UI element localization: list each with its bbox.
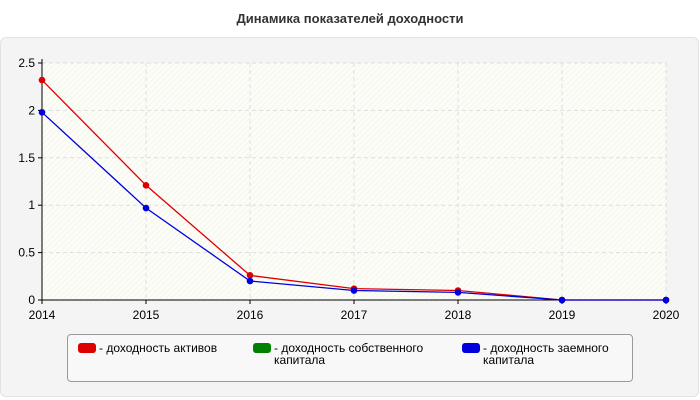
x-tick-label: 2019: [549, 308, 576, 322]
y-tick-label: 1.5: [18, 151, 35, 165]
data-point-2: [350, 287, 358, 294]
y-tick-label: 0.5: [18, 246, 35, 260]
data-point-2: [662, 296, 670, 304]
legend: - доходность активов - доходность собств…: [67, 334, 633, 382]
x-tick-label: 2017: [341, 308, 368, 322]
legend-swatch-blue: [462, 343, 480, 353]
data-point-2: [246, 277, 254, 285]
chart-title: Динамика показателей доходности: [236, 11, 464, 26]
data-point-2: [454, 289, 462, 296]
data-point-2: [38, 108, 46, 116]
data-point-2: [142, 204, 150, 212]
data-point-0: [38, 76, 46, 84]
y-tick-label: 1: [28, 198, 35, 212]
legend-label: - доходность собственного капитала: [274, 341, 424, 367]
x-tick-label: 2018: [445, 308, 472, 322]
x-tick-label: 2016: [237, 308, 264, 322]
y-tick-label: 2: [28, 103, 35, 117]
data-point-0: [142, 181, 150, 189]
legend-swatch-green: [253, 343, 271, 353]
y-tick-label: 0: [28, 293, 35, 307]
x-tick-label: 2014: [29, 308, 56, 322]
legend-swatch-red: [78, 343, 96, 353]
x-tick-label: 2020: [653, 308, 680, 322]
data-point-0: [246, 272, 254, 279]
y-tick-label: 2.5: [18, 56, 35, 70]
legend-label: - доходность заемного капитала: [483, 341, 609, 367]
x-tick-label: 2015: [133, 308, 160, 322]
legend-label: - доходность активов: [99, 341, 218, 355]
data-point-2: [558, 296, 566, 304]
